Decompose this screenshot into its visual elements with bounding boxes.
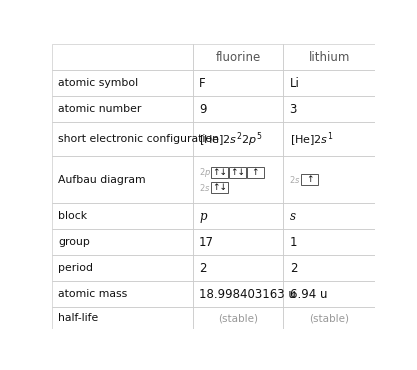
Bar bbox=[283, 307, 375, 329]
Bar bbox=[52, 255, 193, 281]
Text: F: F bbox=[199, 77, 206, 90]
Bar bbox=[193, 229, 283, 255]
Text: ↑: ↑ bbox=[306, 175, 314, 184]
Text: p: p bbox=[199, 210, 207, 223]
Bar bbox=[52, 44, 193, 70]
Bar bbox=[229, 167, 246, 178]
Bar bbox=[52, 281, 193, 307]
Text: short electronic configuration: short electronic configuration bbox=[58, 134, 219, 144]
Bar bbox=[283, 122, 375, 157]
Text: $2p$: $2p$ bbox=[198, 166, 211, 179]
Bar bbox=[52, 203, 193, 229]
Text: block: block bbox=[58, 211, 87, 221]
Text: 2: 2 bbox=[290, 262, 297, 275]
Text: $[\mathrm{He}]2s^{2}2p^{5}$: $[\mathrm{He}]2s^{2}2p^{5}$ bbox=[199, 130, 263, 149]
Text: lithium: lithium bbox=[309, 51, 350, 64]
Bar bbox=[52, 96, 193, 122]
Bar bbox=[283, 281, 375, 307]
Bar bbox=[193, 96, 283, 122]
Text: 1: 1 bbox=[290, 236, 297, 249]
Text: $2s$: $2s$ bbox=[198, 182, 210, 193]
Text: s: s bbox=[290, 210, 296, 223]
Text: fluorine: fluorine bbox=[215, 51, 261, 64]
Bar bbox=[193, 122, 283, 157]
Text: period: period bbox=[58, 263, 93, 273]
Bar bbox=[193, 307, 283, 329]
Bar bbox=[247, 167, 264, 178]
Text: (stable): (stable) bbox=[218, 313, 258, 323]
Text: 17: 17 bbox=[199, 236, 214, 249]
Text: 6.94 u: 6.94 u bbox=[290, 287, 327, 301]
Text: group: group bbox=[58, 237, 90, 247]
Text: (stable): (stable) bbox=[309, 313, 349, 323]
Bar bbox=[52, 307, 193, 329]
Bar bbox=[283, 96, 375, 122]
Bar bbox=[52, 157, 193, 203]
Text: Li: Li bbox=[290, 77, 299, 90]
Bar bbox=[283, 203, 375, 229]
Bar bbox=[52, 229, 193, 255]
Bar bbox=[301, 175, 318, 185]
Bar bbox=[193, 203, 283, 229]
Text: atomic number: atomic number bbox=[58, 104, 141, 114]
Text: 18.998403163 u: 18.998403163 u bbox=[199, 287, 296, 301]
Text: ↑↓: ↑↓ bbox=[212, 183, 227, 192]
Text: Aufbau diagram: Aufbau diagram bbox=[58, 175, 146, 185]
Bar bbox=[193, 70, 283, 96]
Bar bbox=[193, 255, 283, 281]
Text: atomic symbol: atomic symbol bbox=[58, 78, 138, 88]
Bar bbox=[283, 255, 375, 281]
Bar bbox=[193, 44, 283, 70]
Text: half-life: half-life bbox=[58, 313, 98, 323]
Bar bbox=[283, 70, 375, 96]
Bar bbox=[211, 182, 228, 193]
Text: 3: 3 bbox=[290, 103, 297, 116]
Text: ↑↓: ↑↓ bbox=[212, 168, 227, 177]
Bar bbox=[283, 229, 375, 255]
Bar bbox=[283, 44, 375, 70]
Bar bbox=[283, 157, 375, 203]
Bar bbox=[52, 70, 193, 96]
Bar bbox=[211, 167, 228, 178]
Text: 9: 9 bbox=[199, 103, 207, 116]
Text: ↑↓: ↑↓ bbox=[230, 168, 245, 177]
Bar bbox=[193, 157, 283, 203]
Text: $2s$: $2s$ bbox=[289, 174, 301, 185]
Text: 2: 2 bbox=[199, 262, 207, 275]
Text: $[\mathrm{He}]2s^{1}$: $[\mathrm{He}]2s^{1}$ bbox=[290, 130, 333, 149]
Bar bbox=[193, 281, 283, 307]
Bar bbox=[52, 122, 193, 157]
Text: atomic mass: atomic mass bbox=[58, 289, 127, 299]
Text: ↑: ↑ bbox=[251, 168, 259, 177]
